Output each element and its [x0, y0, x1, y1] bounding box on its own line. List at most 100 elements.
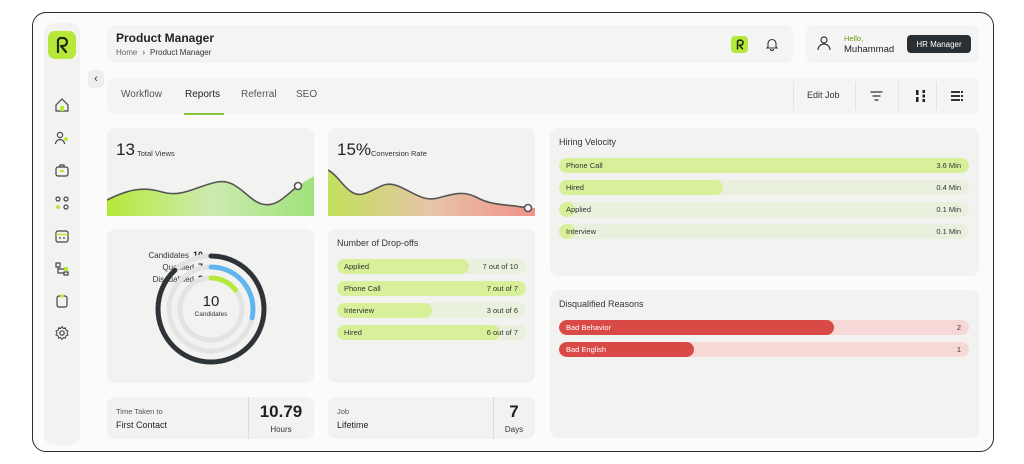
divider — [493, 397, 494, 439]
tab-seo[interactable]: SEO — [296, 89, 318, 100]
tab-referral[interactable]: Referral — [241, 89, 277, 100]
velocity-row: Applied 0.1 Min — [559, 202, 969, 217]
legend-label: Candidates — [148, 251, 189, 260]
clipboard-icon[interactable] — [52, 291, 72, 311]
hiring-velocity-card: Hiring Velocity Phone Call 3.6 Min Hired 0.… — [550, 128, 979, 276]
dropoff-bar-fill — [337, 281, 526, 296]
velocity-label: Phone Call — [566, 161, 603, 170]
dropoff-value: 7 out of 10 — [482, 262, 518, 271]
briefcase-icon[interactable] — [52, 160, 72, 180]
qualified-ring — [166, 264, 256, 354]
users-icon[interactable] — [52, 128, 72, 148]
donut-center-value: 10 — [202, 293, 220, 310]
job-lifetime-card: Job Lifetime 7 Days — [328, 397, 535, 439]
sidebar — [44, 23, 80, 445]
edit-job-button[interactable]: Edit Job — [807, 90, 840, 100]
total-views-value: 13 — [116, 140, 135, 159]
breadcrumb-separator: › — [142, 48, 146, 57]
velocity-bar-fill — [559, 180, 723, 195]
page-header: Product Manager Home › Product Manager — [107, 25, 793, 63]
conversion-sparkline — [328, 169, 535, 216]
candidates-card: Candidates 10 Qualified 7 Disqualified 3 10… — [107, 229, 314, 383]
breadcrumb-current: Product Manager — [150, 48, 212, 57]
time-unit: Hours — [270, 425, 292, 434]
page-title: Product Manager — [116, 31, 215, 45]
calendar-icon[interactable] — [52, 226, 72, 246]
conversion-rate-card: 15% Conversion Rate — [328, 128, 535, 216]
tab-reports[interactable]: Reports — [185, 89, 221, 100]
dropoffs-title: Number of Drop-offs — [337, 238, 419, 248]
velocity-label: Hired — [566, 183, 584, 192]
user-panel: Hello, Muhammad HR Manager — [806, 25, 979, 63]
user-greeting: Hello, — [844, 34, 864, 43]
velocity-label: Interview — [566, 227, 597, 236]
velocity-row: Hired 0.4 Min — [559, 180, 969, 195]
dropoff-label: Phone Call — [344, 284, 381, 293]
app-frame: ‹ Product Manager Home › Product Manager… — [32, 12, 994, 452]
divider — [855, 82, 856, 110]
disqualified-value: 2 — [956, 323, 961, 332]
candidates-donut-chart — [155, 253, 267, 365]
breadcrumb: Home › Product Manager — [116, 48, 211, 57]
active-tab-indicator — [184, 113, 224, 115]
dropoff-bar-fill — [337, 325, 500, 340]
velocity-bar-fill — [559, 224, 575, 239]
velocity-bar-fill — [559, 158, 969, 173]
total-views-sparkline — [107, 176, 314, 216]
user-name: Muhammad — [844, 44, 895, 55]
legend-candidates: Candidates 10 — [123, 250, 204, 260]
column-view-icon[interactable] — [913, 88, 929, 104]
list-view-icon[interactable] — [949, 88, 965, 104]
breadcrumb-home[interactable]: Home — [116, 48, 138, 57]
velocity-value: 0.1 Min — [936, 227, 961, 236]
dropoff-value: 6 out of 7 — [486, 328, 518, 337]
divider — [898, 82, 899, 110]
collapse-sidebar-button[interactable]: ‹ — [88, 70, 104, 88]
disqualified-ring — [177, 275, 245, 343]
dropoff-bar-fill — [337, 259, 469, 274]
gear-icon[interactable] — [52, 323, 72, 343]
role-button[interactable]: HR Manager — [907, 35, 971, 53]
tab-workflow[interactable]: Workflow — [121, 89, 162, 100]
tab-bar: Workflow Reports Referral SEO Edit Job — [107, 78, 979, 115]
velocity-value: 3.6 Min — [936, 161, 961, 170]
dropoff-value: 7 out of 7 — [486, 284, 518, 293]
legend-value: 10 — [192, 250, 203, 260]
disqualified-title: Disqualified Reasons — [559, 299, 644, 309]
donut-center-label: Candidates — [194, 311, 228, 318]
filter-icon[interactable] — [868, 88, 884, 104]
time-value: 10.79 — [259, 402, 303, 421]
legend-label: Disqualified — [152, 275, 194, 284]
total-views-label: Total Views — [137, 149, 175, 158]
lifetime-unit: Days — [504, 425, 524, 434]
dropoff-row: Phone Call 7 out of 7 — [337, 281, 526, 296]
disqualified-row: Bad Behavior 2 — [559, 320, 969, 335]
disqualified-bar-fill — [559, 320, 834, 335]
brand-logo-icon[interactable] — [731, 36, 748, 53]
disqualified-label: Bad English — [566, 345, 607, 354]
lifetime-value: 7 — [509, 402, 519, 421]
velocity-row: Interview 0.1 Min — [559, 224, 969, 239]
dropoffs-card: Number of Drop-offs Applied 7 out of 10 Ph… — [328, 229, 535, 383]
dropoff-row: Applied 7 out of 10 — [337, 259, 526, 274]
conversion-value: 15% — [337, 140, 372, 159]
home-icon[interactable] — [52, 95, 72, 115]
workflow-icon[interactable] — [52, 193, 72, 213]
disqualified-reasons-card: Disqualified Reasons Bad Behavior 2 Bad En… — [550, 290, 979, 438]
velocity-label: Applied — [566, 205, 592, 214]
dropoff-row: Interview 3 out of 6 — [337, 303, 526, 318]
divider — [793, 82, 794, 110]
velocity-value: 0.4 Min — [936, 183, 961, 192]
velocity-bar-fill — [559, 202, 575, 217]
hierarchy-icon[interactable] — [52, 259, 72, 279]
app-logo[interactable] — [48, 31, 76, 59]
disqualified-row: Bad English 1 — [559, 342, 969, 357]
time-label-2: First Contact — [116, 420, 168, 430]
user-avatar-icon[interactable] — [816, 35, 832, 51]
velocity-row: Phone Call 3.6 Min — [559, 158, 969, 173]
bell-icon[interactable] — [763, 35, 781, 53]
disqualified-label: Bad Behavior — [566, 323, 612, 332]
dropoff-label: Hired — [344, 328, 362, 337]
divider — [936, 82, 937, 110]
time-to-contact-card: Time Taken to First Contact 10.79 Hours — [107, 397, 314, 439]
